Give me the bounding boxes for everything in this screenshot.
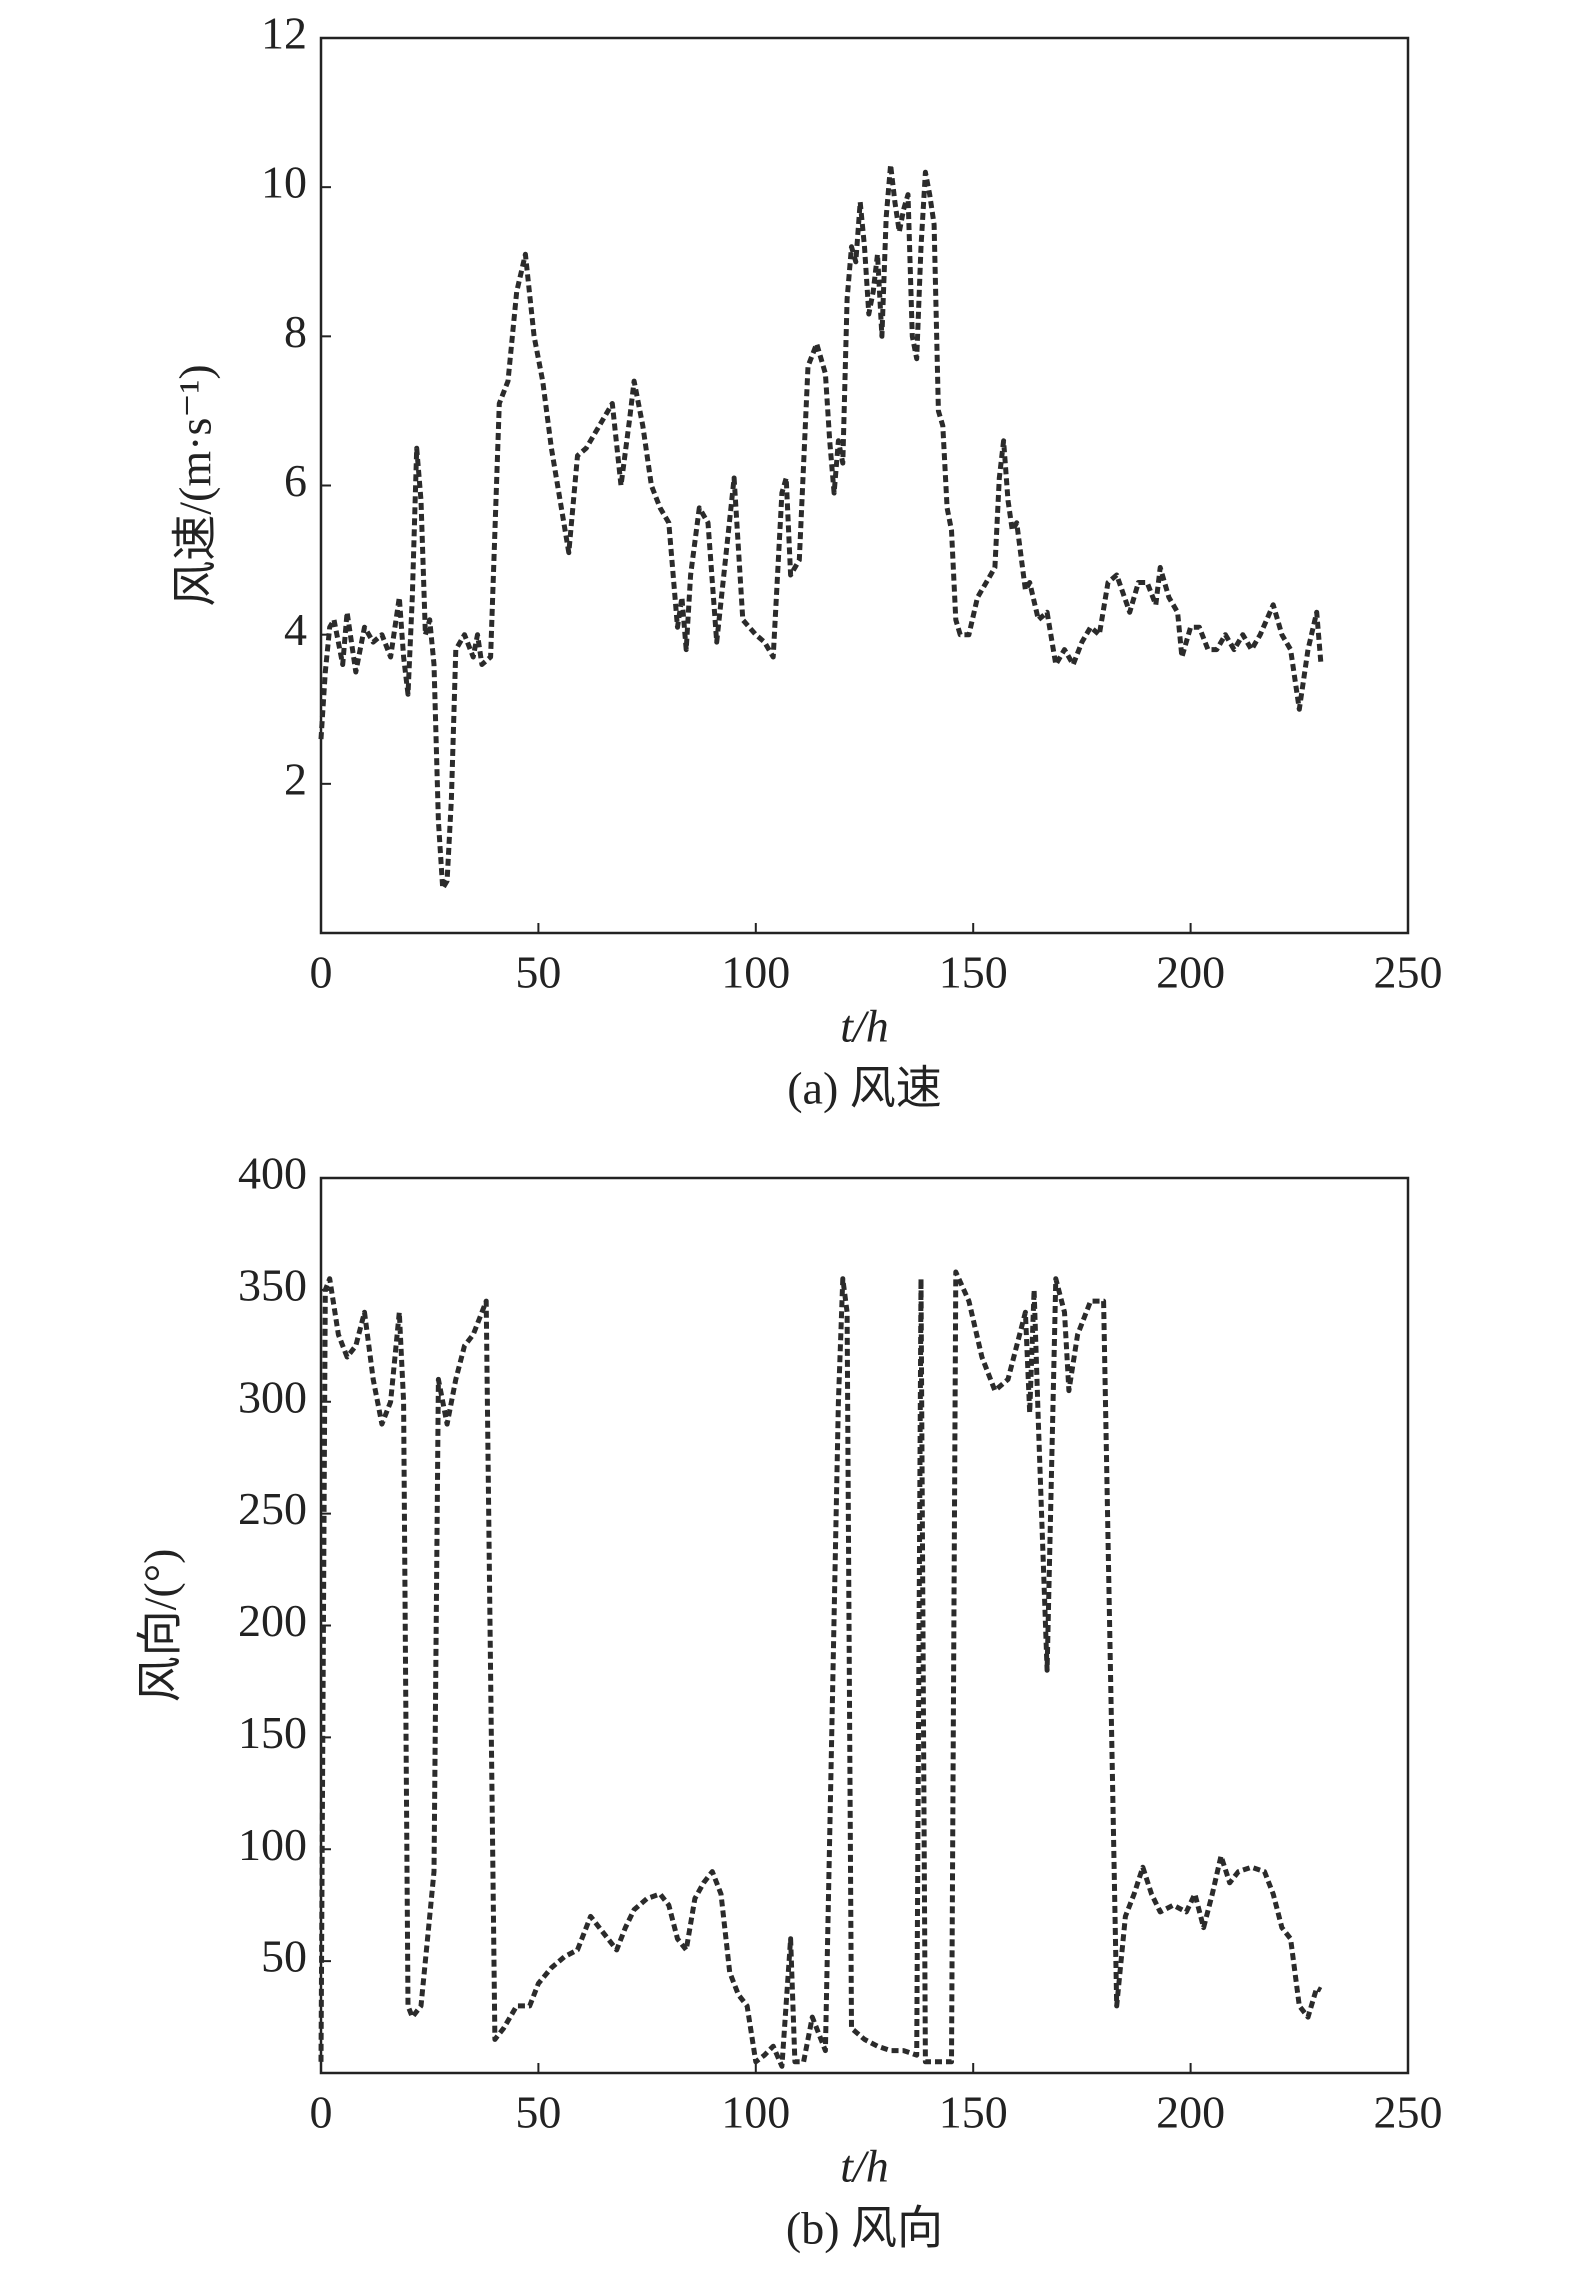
x-tick-label: 150 <box>939 2087 1008 2138</box>
caption: (b) 风向 <box>786 2203 943 2254</box>
x-tick-label: 0 <box>310 947 333 998</box>
x-tick-label: 50 <box>515 947 561 998</box>
y-tick-label: 300 <box>238 1371 307 1422</box>
x-tick-label: 250 <box>1374 2087 1443 2138</box>
y-tick-label: 12 <box>261 8 307 59</box>
y-axis-label: 风速/(m·s⁻¹) <box>170 364 221 607</box>
x-tick-label: 150 <box>939 947 1008 998</box>
x-tick-label: 200 <box>1156 2087 1225 2138</box>
y-tick-label: 10 <box>261 157 307 208</box>
caption: (a) 风速 <box>787 1063 942 1114</box>
plot-frame <box>319 36 1410 935</box>
x-tick-label: 250 <box>1374 947 1443 998</box>
x-axis-label: t/h <box>840 2141 889 2192</box>
x-tick-label: 100 <box>721 947 790 998</box>
y-tick-label: 4 <box>284 604 307 655</box>
y-tick-label: 400 <box>238 1148 307 1199</box>
y-axis-label: 风向/(°) <box>135 1549 186 1703</box>
data-line <box>318 1269 1323 2069</box>
y-tick-label: 2 <box>284 753 307 804</box>
y-tick-label: 100 <box>238 1819 307 1870</box>
x-tick-label: 100 <box>721 2087 790 2138</box>
data-line <box>318 162 1324 891</box>
x-tick-label: 0 <box>310 2087 333 2138</box>
y-tick-label: 350 <box>238 1259 307 1310</box>
x-tick-label: 200 <box>1156 947 1225 998</box>
y-tick-label: 50 <box>261 1931 307 1982</box>
y-tick-label: 250 <box>238 1483 307 1534</box>
x-axis-label: t/h <box>840 1001 889 1052</box>
y-tick-label: 8 <box>284 306 307 357</box>
x-tick-label: 50 <box>515 2087 561 2138</box>
y-tick-label: 150 <box>238 1707 307 1758</box>
y-tick-label: 200 <box>238 1595 307 1646</box>
y-tick-label: 6 <box>284 455 307 506</box>
